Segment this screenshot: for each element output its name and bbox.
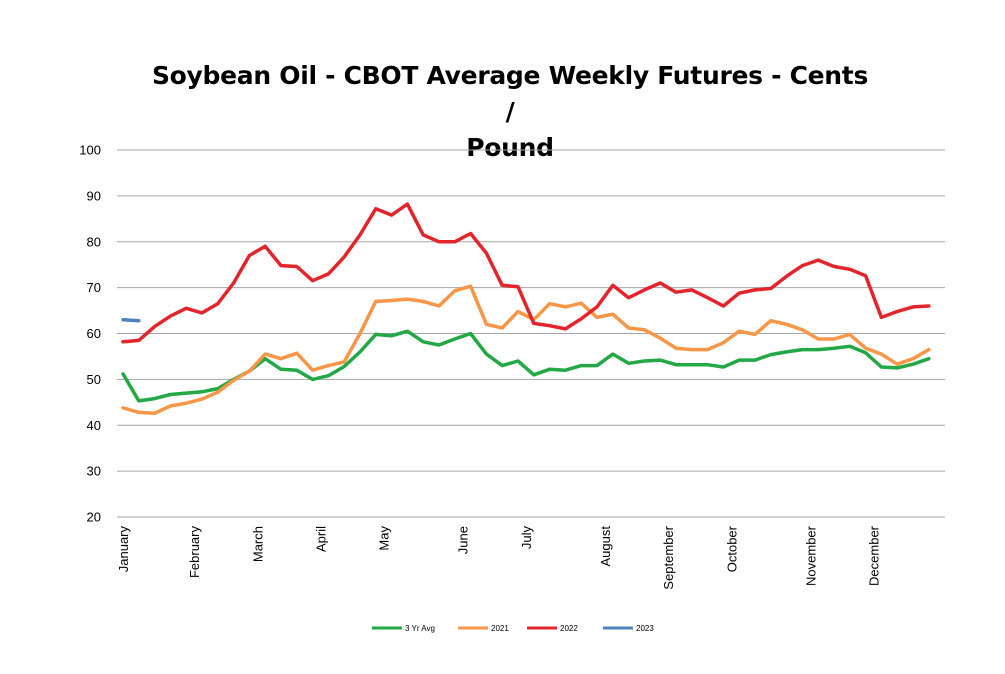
x-tick-label: April: [314, 526, 329, 552]
y-tick-label: 60: [87, 326, 101, 341]
series-line: [121, 317, 141, 323]
series-lines: [121, 202, 931, 416]
legend-label: 2022: [560, 624, 578, 633]
y-tick-label: 30: [87, 464, 101, 479]
y-tick-label: 90: [87, 188, 101, 203]
y-tick-label: 20: [87, 510, 101, 525]
x-tick-label: March: [250, 526, 265, 562]
x-tick-label: February: [187, 526, 202, 579]
x-tick-label: December: [867, 525, 882, 586]
x-tick-label: January: [116, 526, 131, 573]
y-tick-label: 100: [79, 143, 101, 158]
gridlines: [117, 149, 945, 518]
x-tick-label: November: [803, 525, 818, 586]
x-tick-label: June: [456, 526, 471, 554]
legend: 3 Yr Avg 2021 2022 2023: [372, 624, 654, 633]
y-tick-label: 40: [87, 418, 101, 433]
x-tick-label: August: [598, 526, 613, 567]
legend-label: 2023: [636, 624, 654, 633]
series-line: [121, 202, 931, 344]
y-tick-label: 70: [87, 280, 101, 295]
chart-title: Soybean Oil - CBOT Average Weekly Future…: [150, 58, 870, 166]
y-axis-ticks: 20 30 40 50 60 70 80 90 100: [79, 143, 101, 525]
x-axis-ticks: January February March April May June July Augu…: [116, 525, 882, 589]
chart-title-line-2: Pound: [466, 133, 554, 162]
x-tick-label: July: [519, 526, 534, 550]
legend-label: 3 Yr Avg: [405, 624, 435, 633]
series-line: [121, 329, 931, 403]
legend-label: 2021: [491, 624, 509, 633]
series-line: [121, 284, 931, 416]
x-tick-label: September: [661, 525, 676, 589]
x-tick-label: October: [724, 525, 739, 572]
y-tick-label: 50: [87, 372, 101, 387]
x-tick-label: May: [377, 526, 392, 551]
chart-title-line-1: Soybean Oil - CBOT Average Weekly Future…: [151, 61, 869, 126]
y-tick-label: 80: [87, 234, 101, 249]
